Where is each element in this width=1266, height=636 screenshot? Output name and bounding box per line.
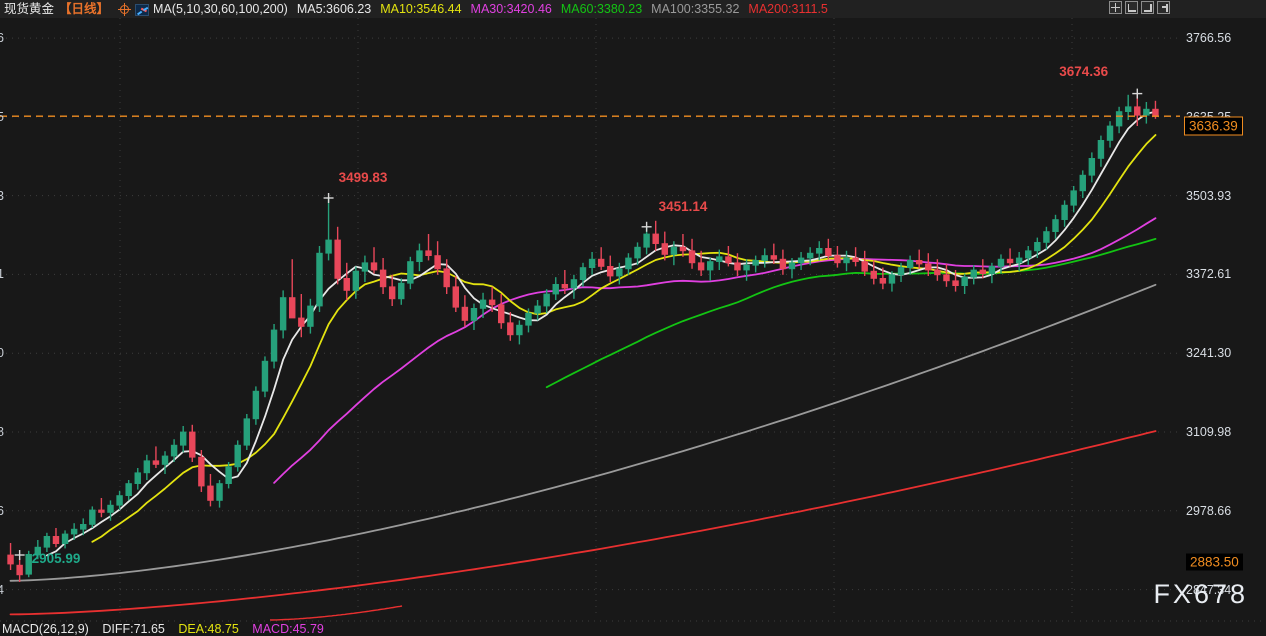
symbol-name: 现货黄金 — [4, 2, 55, 16]
price-tick: 3241.30 — [1186, 346, 1232, 361]
annotation-high-3451: 3451.14 — [658, 198, 708, 214]
shift-right-tool-button[interactable] — [1157, 1, 1170, 14]
low-price-badge: 2883.50 — [1186, 553, 1243, 571]
current-price-badge: 3636.39 — [1184, 116, 1243, 136]
price-tick: 3766.56 — [1186, 31, 1232, 46]
ma30-value: MA30:3420.46 — [470, 2, 552, 16]
crosshair-circle-icon[interactable] — [118, 3, 132, 16]
period-label[interactable]: 【日线】 — [59, 2, 110, 16]
chart-toolbar — [1109, 1, 1170, 14]
extreme-point-markers — [14, 88, 1143, 560]
moving-average-lines — [9, 110, 1157, 616]
macd-dea: DEA:48.75 — [178, 622, 239, 636]
macd-indicator-header: MACD(26,12,9) DIFF:71.65 DEA:48.75 MACD:… — [0, 622, 1266, 636]
macd-diff: DIFF:71.65 — [102, 622, 165, 636]
mini-chart-icon[interactable] — [135, 4, 150, 16]
crosshair-tool-button[interactable] — [1109, 1, 1122, 14]
ma200-value: MA200:3111.5 — [748, 2, 828, 16]
price-tick: 3372.61 — [1186, 267, 1232, 282]
price-tick: 3503.93 — [1186, 188, 1232, 203]
price-axis[interactable]: 3766.56 3635.25 3503.93 3372.61 3241.30 … — [1180, 18, 1266, 618]
annotation-high-3674: 3674.36 — [1059, 63, 1109, 79]
price-chart-canvas[interactable] — [0, 18, 1180, 618]
align-left-tool-button[interactable] — [1125, 1, 1138, 14]
price-tick: 3109.98 — [1186, 425, 1232, 439]
macd-title: MACD(26,12,9) — [2, 622, 89, 636]
ma-title: MA(5,10,30,60,100,200) — [153, 2, 288, 16]
annotation-low-2905: 2905.99 — [31, 551, 81, 566]
candlestick-series — [7, 93, 1159, 582]
annotation-high-3499: 3499.83 — [338, 170, 388, 185]
fx678-watermark: FX678 — [1153, 579, 1248, 609]
ma5-value: MA5:3606.23 — [296, 2, 372, 16]
ma10-value: MA10:3546.44 — [380, 2, 462, 16]
chart-header: 现货黄金 【日线】 MA(5,10,30,60,100,200) MA5:360… — [0, 0, 1266, 18]
macd-mini-trace — [0, 605, 1266, 622]
ma100-value: MA100:3355.32 — [651, 2, 740, 16]
price-tick: 2847.34 — [1186, 582, 1232, 597]
grid-lines — [0, 18, 1180, 618]
align-right-tool-button[interactable] — [1141, 1, 1154, 14]
ma60-value: MA60:3380.23 — [560, 2, 643, 16]
price-tick: 2978.66 — [1186, 503, 1232, 518]
macd-macd: MACD:45.79 — [252, 622, 324, 636]
